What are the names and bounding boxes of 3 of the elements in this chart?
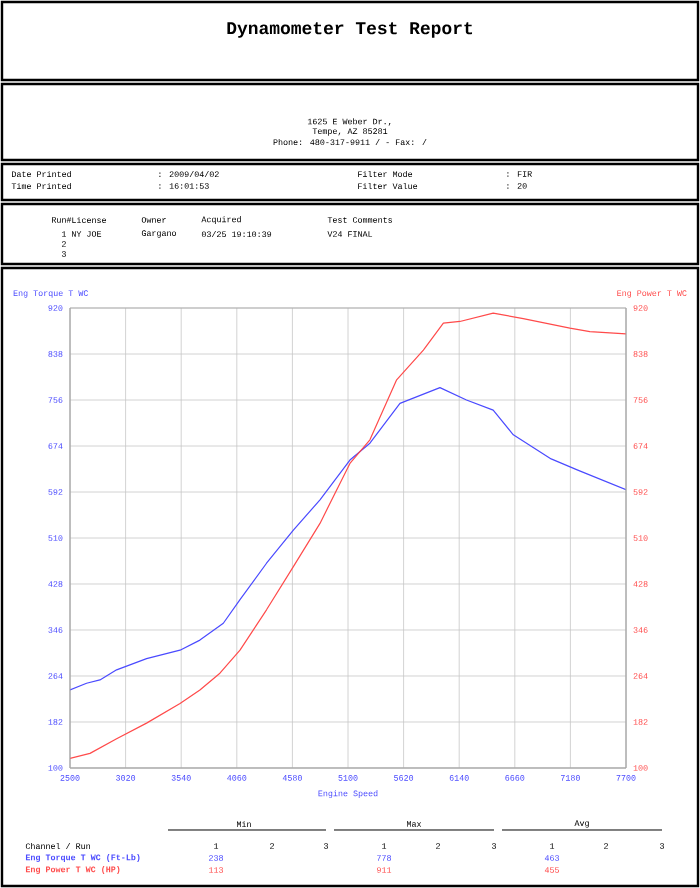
chart-title: Dynamometer Test Report (227, 22, 473, 38)
line-series (70, 312, 626, 760)
line-series (70, 387, 626, 691)
